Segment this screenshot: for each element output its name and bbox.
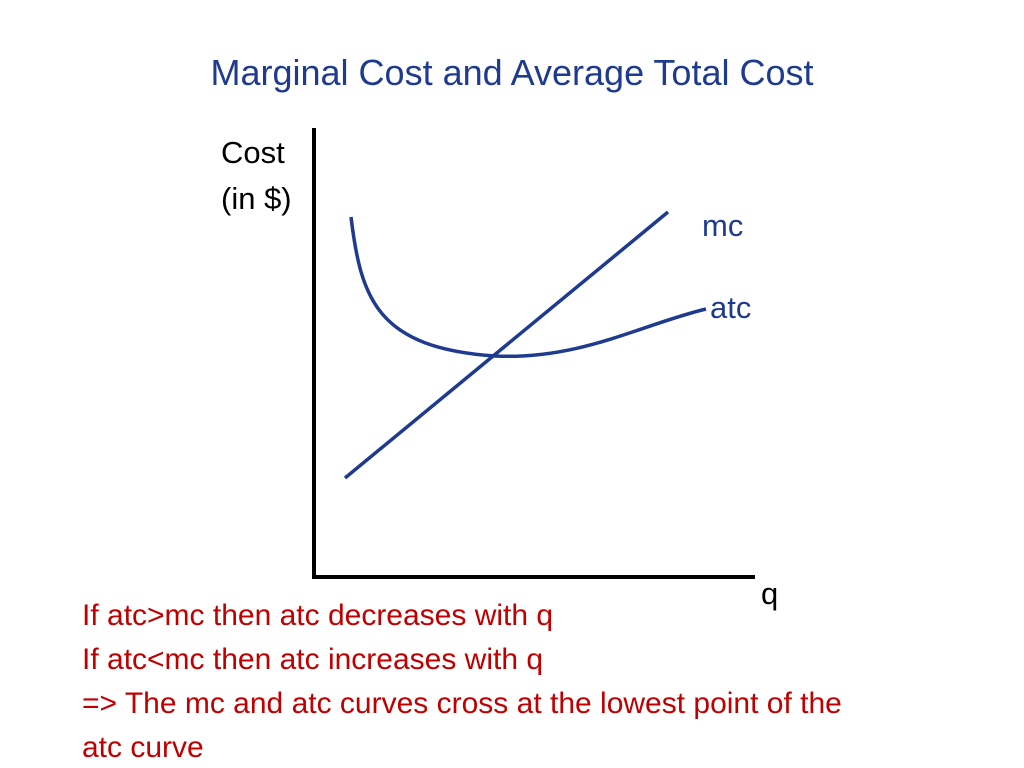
atc-label: atc (710, 290, 752, 325)
note-line: If atc>mc then atc decreases with q (82, 599, 554, 632)
mc-label: mc (702, 208, 744, 243)
y-axis-label-line1: Cost (221, 135, 285, 170)
y-axis-label: Cost (in $) (221, 130, 292, 222)
page-title: Marginal Cost and Average Total Cost (210, 52, 814, 93)
note-line: => The mc and atc curves cross at the lo… (82, 687, 842, 720)
mc-curve (343, 210, 670, 480)
note-line: If atc<mc then atc increases with q (82, 643, 544, 676)
notes: If atc>mc then atc decreases with q If a… (82, 594, 982, 768)
note-line: atc curve (82, 731, 204, 764)
atc-curve (349, 216, 707, 359)
x-axis-label: q (761, 576, 779, 611)
y-axis-label-line2: (in $) (221, 181, 292, 216)
